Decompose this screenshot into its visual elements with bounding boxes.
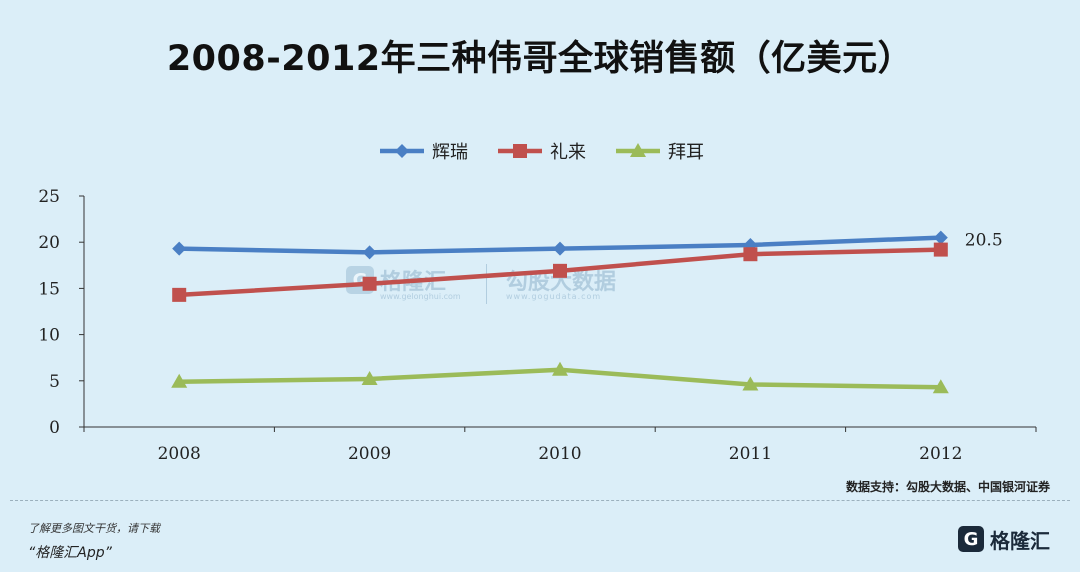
data-point xyxy=(362,276,377,291)
legend-marker xyxy=(513,144,527,158)
y-tick-label: 5 xyxy=(49,372,60,392)
y-tick-label: 0 xyxy=(49,418,60,438)
legend-label: 辉瑞 xyxy=(432,142,468,163)
y-tick-label: 25 xyxy=(38,187,60,207)
x-tick-label: 2011 xyxy=(729,444,772,464)
source-note: 数据支持：勾股大数据、中国银河证券 xyxy=(845,480,1050,494)
data-point xyxy=(743,247,758,262)
data-point xyxy=(932,379,949,394)
annotations: 20.5 xyxy=(965,231,1003,251)
series-diamond xyxy=(172,230,948,260)
data-point xyxy=(933,230,948,245)
data-point xyxy=(553,241,567,256)
x-tick-label: 2009 xyxy=(348,444,391,464)
data-point xyxy=(742,376,759,391)
data-point xyxy=(552,361,568,376)
brand-name: 格隆汇 xyxy=(990,528,1050,553)
legend-item: 辉瑞 xyxy=(380,142,468,163)
x-tick-label: 2012 xyxy=(919,444,962,464)
legend-label: 拜耳 xyxy=(668,142,704,163)
gelonghui-logo-icon: G xyxy=(958,526,984,552)
y-tick-label: 15 xyxy=(38,279,60,299)
line-chart: 辉瑞 礼来 拜耳 0 5 10 15 20 25 2008 2009 2010 2011 2012 20… xyxy=(38,142,1037,464)
legend-marker xyxy=(630,143,646,157)
y-tick-label: 20 xyxy=(38,233,60,253)
y-tick-label: 10 xyxy=(38,326,60,346)
legend-marker xyxy=(395,144,409,158)
x-tick-label: 2008 xyxy=(158,444,201,464)
data-point xyxy=(553,263,567,278)
legend-label: 礼来 xyxy=(550,142,586,163)
series-square xyxy=(172,242,948,302)
legend-item: 礼来 xyxy=(498,142,586,163)
data-point xyxy=(171,373,188,388)
brand-logo: G 格隆汇 xyxy=(958,522,1050,556)
footer-app-name: “格隆汇App” xyxy=(28,545,112,561)
series-triangle xyxy=(171,361,949,394)
data-point xyxy=(172,241,187,256)
data-point xyxy=(362,245,377,260)
data-point xyxy=(933,242,948,257)
data-point xyxy=(361,370,378,385)
legend-item: 拜耳 xyxy=(616,142,704,163)
footer-download-text: 了解更多图文干货，请下载 xyxy=(28,522,160,535)
x-tick-label: 2010 xyxy=(538,444,581,464)
axes: 0 5 10 15 20 25 2008 2009 2010 2011 2012 xyxy=(38,187,1037,464)
series-layer xyxy=(171,230,949,394)
chart-title: 2008-2012年三种伟哥全球销售额（亿美元） xyxy=(166,39,914,79)
legend: 辉瑞 礼来 拜耳 xyxy=(380,142,704,163)
data-label: 20.5 xyxy=(965,231,1003,251)
footer-divider xyxy=(10,500,1070,501)
data-point xyxy=(172,287,187,302)
